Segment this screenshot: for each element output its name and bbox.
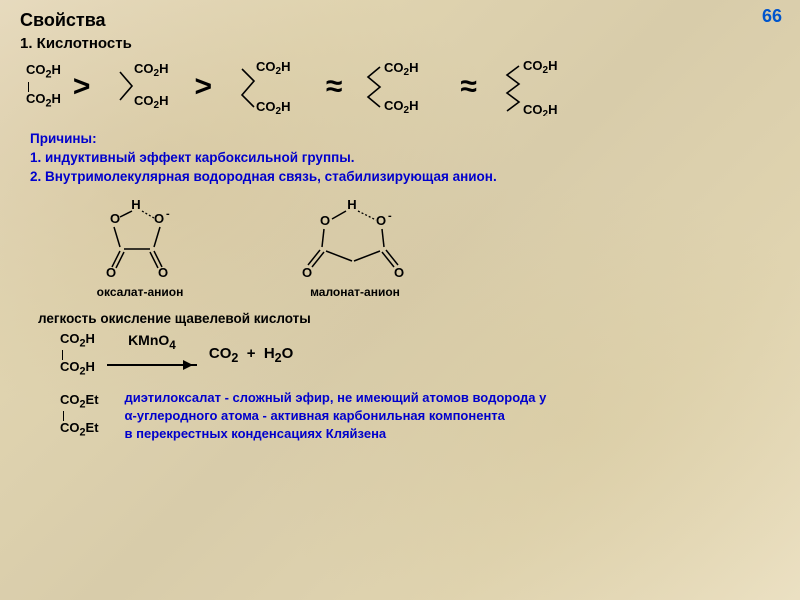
mol-succinic: CO2H CO2H bbox=[224, 59, 314, 115]
svg-text:CO2H: CO2H bbox=[134, 93, 168, 111]
reason-1: 1. индуктивный эффект карбоксильной груп… bbox=[30, 149, 780, 168]
svg-text:H: H bbox=[347, 197, 356, 212]
malonate-label: малонат-анион bbox=[280, 285, 430, 299]
page-title: Свойства bbox=[20, 10, 780, 31]
acidity-comparison: CO2H CO2H > CO2H CO2H > CO2H CO2H ≈ bbox=[26, 58, 780, 116]
svg-text:CO2H: CO2H bbox=[134, 61, 168, 79]
reasons-block: Причины: 1. индуктивный эффект карбоксил… bbox=[30, 130, 780, 187]
page-number: 66 bbox=[762, 6, 782, 27]
svg-text:CO2H: CO2H bbox=[384, 60, 418, 78]
ester-row: CO2Et CO2Et диэтилоксалат - сложный эфир… bbox=[60, 389, 780, 444]
svg-text:O: O bbox=[320, 213, 330, 228]
mol-oxalic-acid: CO2H CO2H bbox=[60, 332, 95, 379]
section-subheading: 1. Кислотность bbox=[20, 35, 780, 52]
ester-line1: диэтилоксалат - сложный эфир, не имеющий… bbox=[125, 389, 547, 407]
svg-text:H: H bbox=[131, 197, 140, 212]
svg-text:O: O bbox=[376, 213, 386, 228]
svg-text:CO2H: CO2H bbox=[523, 102, 557, 116]
oxalate-label: оксалат-анион bbox=[80, 285, 200, 299]
svg-text:O: O bbox=[110, 211, 120, 226]
reason-2: 2. Внутримолекулярная водородная связь, … bbox=[30, 168, 780, 187]
anion-structures: H O O - O O оксалат-анион bbox=[80, 197, 780, 299]
svg-text:-: - bbox=[388, 210, 392, 222]
mol-glutaric: CO2H CO2H bbox=[354, 59, 448, 115]
svg-text:CO2H: CO2H bbox=[384, 98, 418, 115]
compare-gt: > bbox=[190, 72, 216, 102]
ester-line2: α-углеродного атома - активная карбониль… bbox=[125, 407, 547, 425]
reagent-kmno4: KMnO4 bbox=[128, 332, 176, 352]
mol-malonic: CO2H CO2H bbox=[102, 60, 182, 114]
reasons-title: Причины: bbox=[30, 130, 780, 149]
oxidation-reaction: CO2H CO2H KMnO4 CO2 + H2O bbox=[60, 332, 780, 379]
svg-text:O: O bbox=[302, 265, 312, 280]
reaction-arrow bbox=[107, 364, 197, 366]
oxidation-heading: легкость окисление щавелевой кислоты bbox=[38, 311, 780, 326]
ester-line3: в перекрестных конденсациях Кляйзена bbox=[125, 425, 547, 443]
reaction-products: CO2 + H2O bbox=[209, 345, 293, 365]
svg-text:O: O bbox=[394, 265, 404, 280]
ester-description: диэтилоксалат - сложный эфир, не имеющий… bbox=[125, 389, 547, 444]
mol-diethyl-oxalate: CO2Et CO2Et bbox=[60, 393, 99, 440]
svg-text:CO2H: CO2H bbox=[523, 58, 557, 76]
compare-approx: ≈ bbox=[456, 72, 480, 102]
svg-text:O: O bbox=[106, 265, 116, 280]
compare-approx: ≈ bbox=[322, 72, 346, 102]
compare-gt: > bbox=[69, 72, 95, 102]
svg-text:O: O bbox=[154, 211, 164, 226]
malonate-anion: H O O - O O малонат-анион bbox=[280, 197, 430, 299]
oxalate-anion: H O O - O O оксалат-анион bbox=[80, 197, 200, 299]
mol-oxalic: CO2H CO2H bbox=[26, 63, 61, 110]
mol-adipic: CO2H CO2H bbox=[489, 58, 589, 116]
svg-text:O: O bbox=[158, 265, 168, 280]
svg-text:CO2H: CO2H bbox=[256, 99, 290, 115]
svg-text:CO2H: CO2H bbox=[256, 59, 290, 77]
svg-text:-: - bbox=[166, 208, 170, 220]
